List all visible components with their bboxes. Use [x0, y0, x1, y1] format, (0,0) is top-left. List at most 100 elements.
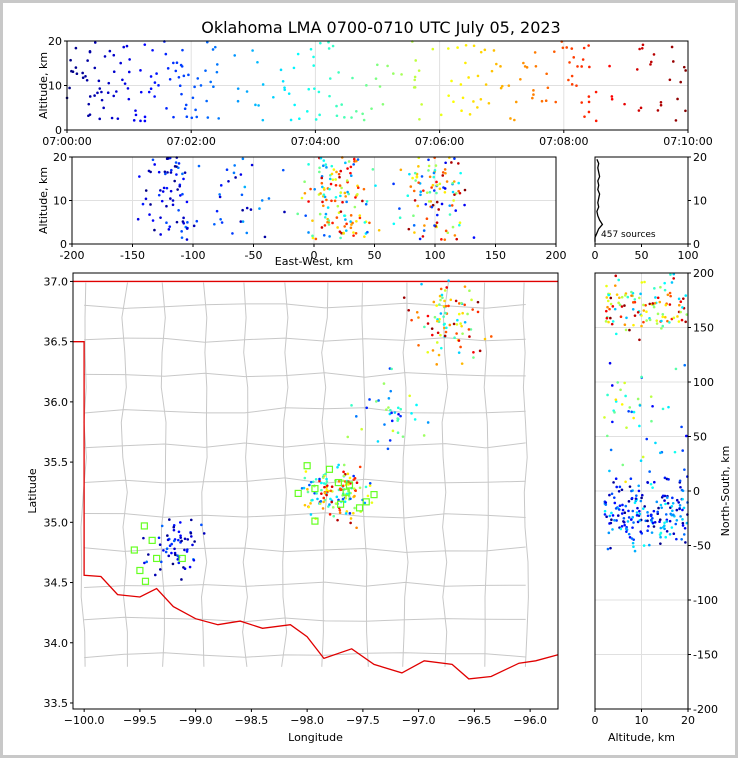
source-point	[329, 182, 333, 186]
y-tick-label: -150	[693, 649, 718, 662]
source-point	[319, 41, 322, 45]
source-point	[606, 305, 609, 309]
source-point	[625, 316, 628, 320]
source-point	[343, 225, 346, 228]
source-point	[664, 303, 668, 307]
source-point	[681, 518, 684, 521]
source-point	[443, 334, 447, 338]
source-point	[190, 116, 194, 120]
source-point	[641, 455, 645, 459]
source-point	[147, 169, 151, 173]
x-tick-label: 50	[635, 249, 649, 262]
source-point	[433, 315, 437, 319]
source-point	[641, 507, 645, 510]
source-point	[642, 303, 645, 307]
source-point	[646, 511, 649, 514]
source-point	[127, 97, 131, 101]
source-point	[318, 212, 322, 216]
source-point	[173, 179, 176, 183]
source-point	[677, 501, 681, 504]
source-point	[413, 231, 416, 234]
source-point	[336, 226, 339, 229]
source-point	[215, 209, 219, 213]
source-point	[416, 204, 420, 208]
source-point	[683, 468, 686, 471]
source-point	[659, 542, 662, 545]
source-point	[582, 46, 586, 50]
source-point	[647, 524, 650, 528]
source-point	[241, 208, 244, 212]
x-tick-label: 150	[485, 249, 506, 262]
source-point	[318, 113, 321, 117]
source-point	[679, 80, 683, 84]
source-point	[640, 324, 643, 328]
source-point	[343, 191, 347, 195]
source-point	[342, 463, 346, 467]
source-point	[353, 506, 356, 510]
source-point	[165, 221, 168, 224]
source-point	[381, 102, 385, 106]
station-marker	[136, 566, 144, 575]
source-point	[218, 195, 222, 199]
source-point	[327, 40, 330, 44]
source-point	[667, 478, 670, 481]
source-point	[623, 102, 626, 106]
source-point	[450, 204, 454, 207]
source-point	[363, 501, 367, 505]
source-point	[175, 61, 179, 65]
source-point	[323, 195, 327, 199]
source-point	[683, 526, 687, 530]
source-point	[358, 486, 362, 490]
source-point	[418, 117, 421, 121]
source-point	[413, 171, 417, 175]
source-point	[436, 331, 440, 335]
source-point	[328, 187, 331, 191]
time-height-panel: 07:00:00 07:02:00 07:04:00 07:06:00 07:08:00…	[37, 35, 713, 148]
source-point	[670, 281, 674, 284]
source-point	[389, 389, 393, 393]
source-point	[638, 509, 641, 513]
source-point	[180, 230, 183, 233]
source-count-annotation: 457 sources	[601, 230, 656, 240]
source-point	[338, 511, 342, 515]
source-point	[142, 536, 145, 540]
source-point	[417, 181, 420, 184]
source-point	[159, 189, 162, 192]
source-point	[420, 175, 424, 178]
station-marker	[311, 517, 319, 525]
source-point	[418, 237, 422, 241]
source-point	[665, 496, 669, 499]
source-point	[347, 483, 350, 486]
source-point	[454, 209, 458, 212]
source-point	[632, 323, 635, 327]
source-point	[642, 309, 646, 312]
source-point	[234, 176, 237, 179]
y-axis-label: Altitude, km	[37, 52, 50, 119]
station-marker	[334, 478, 342, 487]
source-point	[587, 44, 590, 47]
source-point	[460, 109, 463, 112]
source-point	[346, 472, 350, 476]
source-point	[180, 92, 183, 96]
source-point	[191, 543, 194, 547]
source-point	[308, 483, 311, 487]
source-point	[679, 515, 682, 518]
source-point	[638, 296, 641, 300]
source-point	[363, 221, 367, 224]
source-point	[319, 156, 323, 160]
source-point	[606, 547, 610, 551]
source-point	[339, 236, 342, 240]
source-point	[427, 200, 431, 203]
source-point	[649, 482, 653, 486]
source-point	[281, 168, 285, 172]
source-point	[123, 82, 127, 85]
source-point	[365, 84, 368, 87]
source-point	[621, 508, 625, 512]
source-point	[435, 304, 438, 307]
source-point	[145, 560, 148, 564]
source-point	[307, 231, 310, 234]
source-point	[86, 59, 89, 62]
source-point	[444, 161, 447, 165]
source-point	[287, 92, 291, 95]
source-point	[324, 472, 327, 476]
